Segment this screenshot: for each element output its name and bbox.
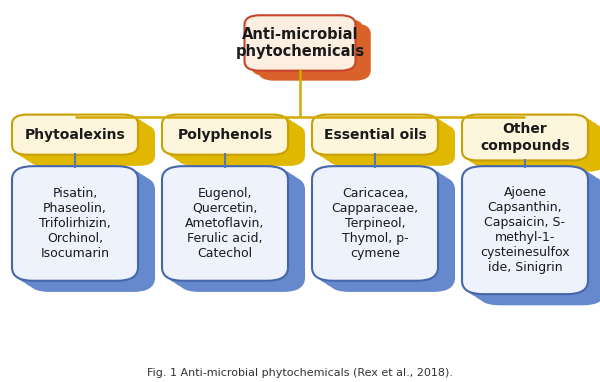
FancyBboxPatch shape <box>323 173 449 288</box>
FancyBboxPatch shape <box>328 125 454 165</box>
Text: Phytoalexins: Phytoalexins <box>25 128 125 142</box>
FancyBboxPatch shape <box>467 170 593 298</box>
Text: Eugenol,
Quercetin,
Ametoflavin,
Ferulic acid,
Catechol: Eugenol, Quercetin, Ametoflavin, Ferulic… <box>185 187 265 260</box>
FancyBboxPatch shape <box>28 176 154 291</box>
FancyBboxPatch shape <box>167 170 293 284</box>
FancyBboxPatch shape <box>312 115 438 155</box>
FancyBboxPatch shape <box>323 121 449 162</box>
FancyBboxPatch shape <box>23 121 149 162</box>
FancyBboxPatch shape <box>462 166 588 294</box>
FancyBboxPatch shape <box>173 173 299 288</box>
FancyBboxPatch shape <box>312 166 438 281</box>
Text: Pisatin,
Phaseolin,
Trifolirhizin,
Orchinol,
Isocumarin: Pisatin, Phaseolin, Trifolirhizin, Orchi… <box>39 187 111 260</box>
FancyBboxPatch shape <box>162 115 288 155</box>
FancyBboxPatch shape <box>173 121 299 162</box>
FancyBboxPatch shape <box>23 173 149 288</box>
FancyBboxPatch shape <box>162 166 288 281</box>
Text: Fig. 1 Anti-microbial phytochemicals (Rex et al., 2018).: Fig. 1 Anti-microbial phytochemicals (Re… <box>147 368 453 378</box>
FancyBboxPatch shape <box>478 125 600 171</box>
FancyBboxPatch shape <box>317 118 443 158</box>
FancyBboxPatch shape <box>178 176 304 291</box>
FancyBboxPatch shape <box>12 166 138 281</box>
Text: Caricacea,
Capparaceae,
Terpineol,
Thymol, p-
cymene: Caricacea, Capparaceae, Terpineol, Thymo… <box>331 187 419 260</box>
FancyBboxPatch shape <box>167 118 293 158</box>
FancyBboxPatch shape <box>259 24 370 80</box>
FancyBboxPatch shape <box>245 15 355 71</box>
FancyBboxPatch shape <box>12 115 138 155</box>
Text: Polyphenols: Polyphenols <box>178 128 272 142</box>
FancyBboxPatch shape <box>28 125 154 165</box>
FancyBboxPatch shape <box>17 170 143 284</box>
FancyBboxPatch shape <box>462 115 588 160</box>
FancyBboxPatch shape <box>317 170 443 284</box>
FancyBboxPatch shape <box>178 125 304 165</box>
FancyBboxPatch shape <box>252 20 363 75</box>
Text: Ajoene
Capsanthin,
Capsaicin, S-
methyl-1-
cysteinesulfox
ide, Sinigrin: Ajoene Capsanthin, Capsaicin, S- methyl-… <box>480 186 570 274</box>
Text: Other
compounds: Other compounds <box>480 122 570 153</box>
FancyBboxPatch shape <box>478 176 600 304</box>
FancyBboxPatch shape <box>473 173 599 301</box>
Text: Essential oils: Essential oils <box>323 128 427 142</box>
FancyBboxPatch shape <box>17 118 143 158</box>
FancyBboxPatch shape <box>467 118 593 164</box>
FancyBboxPatch shape <box>473 121 599 167</box>
FancyBboxPatch shape <box>328 176 454 291</box>
Text: Anti-microbial
phytochemicals: Anti-microbial phytochemicals <box>235 27 365 59</box>
